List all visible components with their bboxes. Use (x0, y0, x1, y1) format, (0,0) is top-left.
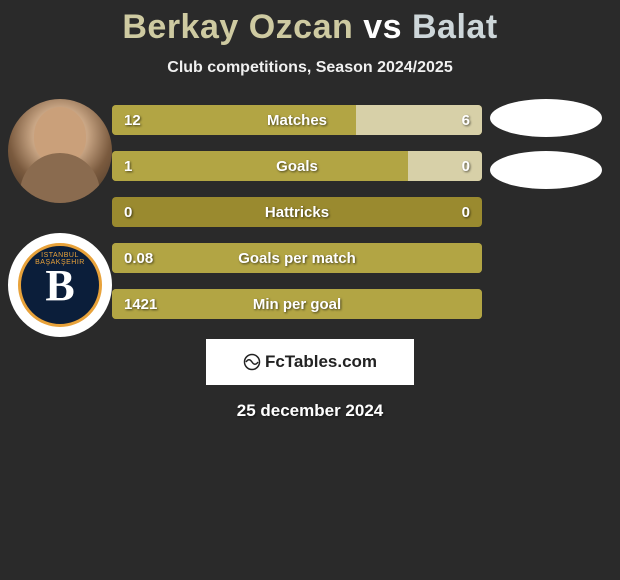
stat-label: Goals per match (112, 250, 482, 267)
comparison-title: Berkay Ozcan vs Balat (0, 0, 620, 47)
stat-row: 12Matches6 (112, 105, 482, 135)
season-subtitle: Club competitions, Season 2024/2025 (0, 59, 620, 77)
player2-name: Balat (412, 8, 498, 46)
date-text: 25 december 2024 (0, 401, 620, 421)
stat-label: Min per goal (112, 296, 482, 313)
right-avatars (490, 99, 606, 203)
player1-club-logo: ISTANBUL BAŞAKŞEHIR B (8, 233, 112, 337)
fctables-icon (243, 353, 261, 371)
player2-club-placeholder (490, 151, 602, 189)
stat-row: 0.08Goals per match (112, 243, 482, 273)
stat-row: 1Goals0 (112, 151, 482, 181)
club-logo-arc-text: ISTANBUL BAŞAKŞEHIR (21, 252, 99, 266)
club-logo-inner: ISTANBUL BAŞAKŞEHIR B (18, 243, 102, 327)
stat-value-right: 0 (462, 158, 470, 175)
player2-photo-placeholder (490, 99, 602, 137)
content-area: ISTANBUL BAŞAKŞEHIR B 12Matches61Goals00… (0, 105, 620, 319)
stat-value-right: 6 (462, 112, 470, 129)
stat-label: Goals (112, 158, 482, 175)
left-avatars: ISTANBUL BAŞAKŞEHIR B (8, 99, 116, 367)
stat-row: 0Hattricks0 (112, 197, 482, 227)
brand-text: FcTables.com (265, 352, 377, 372)
stat-bars: 12Matches61Goals00Hattricks00.08Goals pe… (112, 105, 482, 319)
stat-row: 1421Min per goal (112, 289, 482, 319)
vs-text: vs (363, 8, 402, 46)
brand-box: FcTables.com (206, 339, 414, 385)
club-logo-letter: B (45, 260, 74, 311)
player1-photo (8, 99, 112, 203)
stat-label: Matches (112, 112, 482, 129)
stat-value-right: 0 (462, 204, 470, 221)
stat-label: Hattricks (112, 204, 482, 221)
player1-name: Berkay Ozcan (122, 8, 353, 46)
